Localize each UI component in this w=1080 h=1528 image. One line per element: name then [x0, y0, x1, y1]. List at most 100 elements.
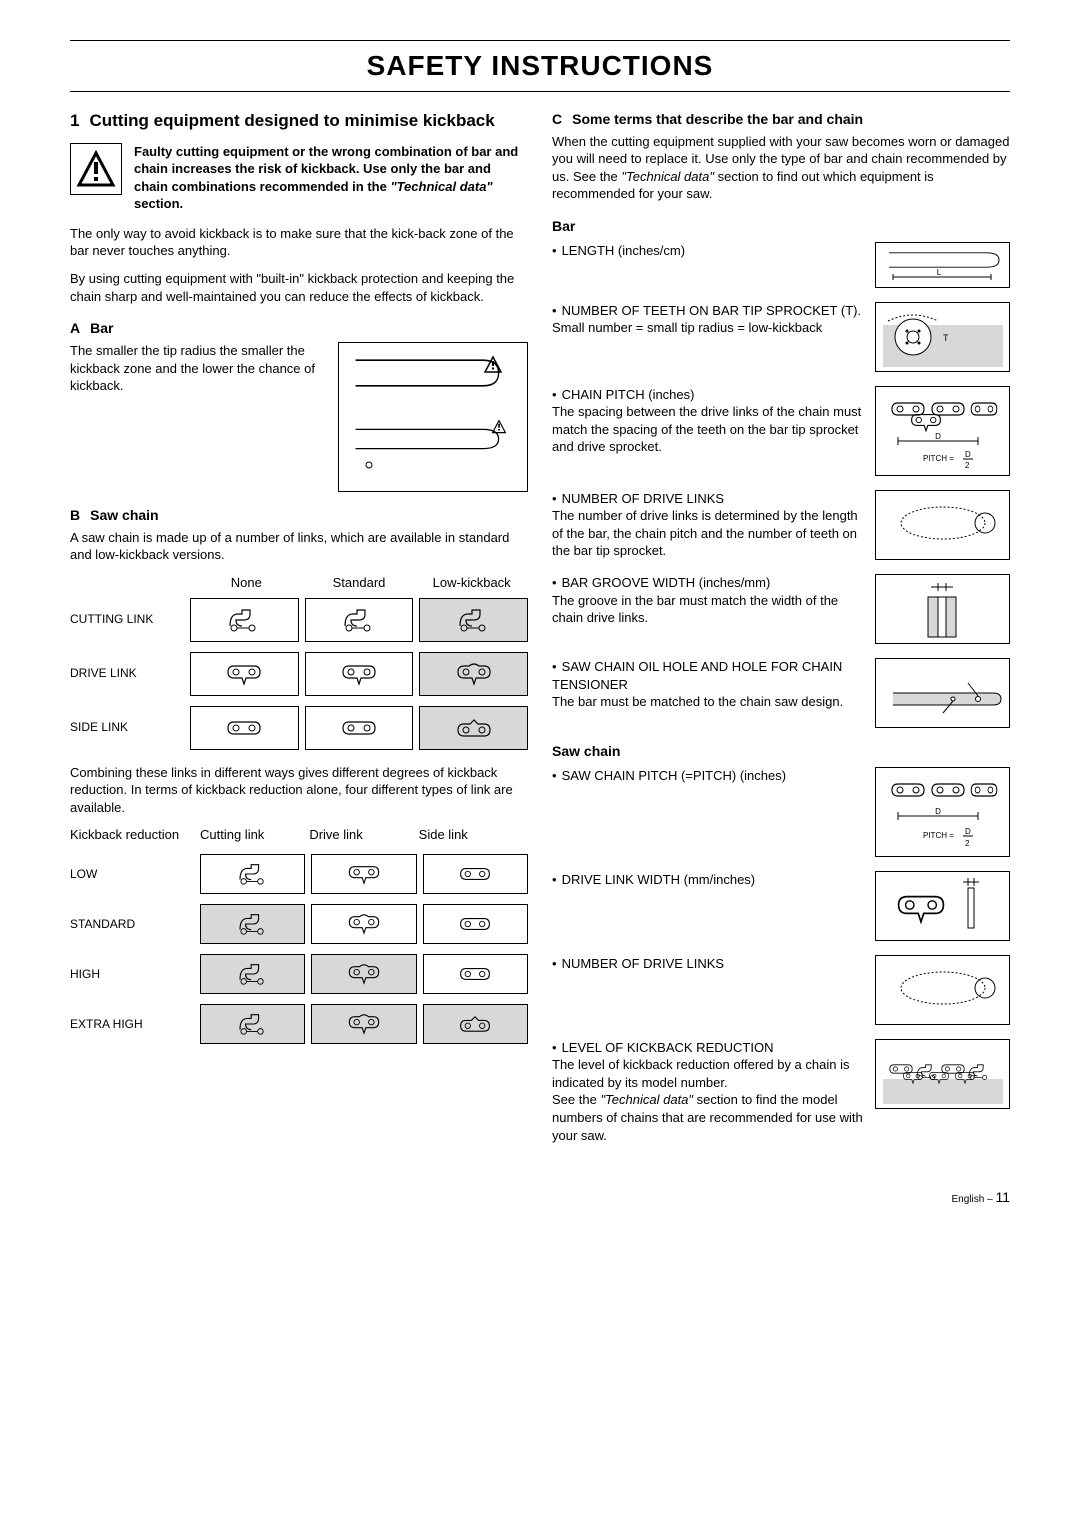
bar-nlinks-txt: •NUMBER OF DRIVE LINKSThe number of driv… — [552, 490, 875, 560]
warning-italic: "Technical data" — [390, 179, 492, 194]
link-cell — [419, 706, 528, 750]
kb-cell — [311, 904, 416, 944]
bar-groove-illus — [875, 574, 1010, 644]
kb-table: Kickback reduction Cutting link Drive li… — [70, 826, 528, 1044]
link-cell — [305, 652, 414, 696]
link-col-std: Standard — [303, 574, 416, 592]
section-1-num: 1 — [70, 111, 79, 130]
link-table: None Standard Low-kickback CUTTING LINK … — [70, 574, 528, 750]
bar-oil-lead: SAW CHAIN OIL HOLE AND HOLE FOR CHAIN TE… — [552, 659, 842, 692]
kb-lbl-low: LOW — [70, 866, 200, 882]
link-cell — [305, 706, 414, 750]
bar-oil-txt: •SAW CHAIN OIL HOLE AND HOLE FOR CHAIN T… — [552, 658, 875, 711]
bar-list: •LENGTH (inches/cm) L •NUMBER OF TEETH O… — [552, 242, 1010, 728]
sub-a-title: Bar — [90, 320, 113, 336]
main-columns: 1 Cutting equipment designed to minimise … — [70, 110, 1010, 1158]
kb-hdr-drv: Drive link — [309, 826, 418, 844]
sub-c-title: Some terms that describe the bar and cha… — [572, 111, 863, 127]
chain-kb-lead: LEVEL OF KICKBACK REDUCTION — [562, 1040, 774, 1055]
kb-cell — [200, 954, 305, 994]
bar-teeth-txt: •NUMBER OF TEETH ON BAR TIP SPROCKET (T)… — [552, 302, 875, 337]
chain-kb-illus — [875, 1039, 1010, 1109]
kb-cell — [423, 854, 528, 894]
chain-item-nlinks: •NUMBER OF DRIVE LINKS — [552, 955, 1010, 1025]
kb-cell — [423, 954, 528, 994]
bar-item-nlinks: •NUMBER OF DRIVE LINKSThe number of driv… — [552, 490, 1010, 560]
bar-radius-illus — [338, 342, 528, 492]
chain-kb-sub2a: See the — [552, 1092, 600, 1107]
footer-dash: – — [984, 1194, 995, 1205]
svg-text:2: 2 — [965, 839, 970, 848]
warning-tail: section. — [134, 196, 183, 211]
bar-groove-lead: BAR GROOVE WIDTH (inches/mm) — [562, 575, 771, 590]
bar-pitch-illus: D PITCH = D 2 — [875, 386, 1010, 476]
svg-text:D: D — [935, 807, 941, 816]
chain-pitch-illus: D PITCH = D 2 — [875, 767, 1010, 857]
chain-pitch-lead: SAW CHAIN PITCH (=PITCH) (inches) — [562, 768, 787, 783]
bar-oil-sub: The bar must be matched to the chain saw… — [552, 694, 843, 709]
footer-page: 11 — [995, 1189, 1010, 1205]
bar-heading: Bar — [552, 217, 1010, 236]
link-row-cutting: CUTTING LINK — [70, 598, 528, 642]
section-1-title: Cutting equipment designed to minimise k… — [89, 111, 494, 130]
sub-b-title: Saw chain — [90, 507, 158, 523]
kb-row-low: LOW — [70, 854, 528, 894]
bar-pitch-lead: CHAIN PITCH (inches) — [562, 387, 695, 402]
sub-b-intro: A saw chain is made up of a number of li… — [70, 529, 528, 564]
link-cell — [190, 706, 299, 750]
footer-lang: English — [952, 1194, 985, 1205]
kb-cell — [311, 954, 416, 994]
bar-oil-illus — [875, 658, 1010, 728]
bar-nlinks-lead: NUMBER OF DRIVE LINKS — [562, 491, 725, 506]
link-col-low: Low-kickback — [415, 574, 528, 592]
link-row-side: SIDE LINK — [70, 706, 528, 750]
link-cell — [419, 598, 528, 642]
chain-list: •SAW CHAIN PITCH (=PITCH) (inches) D PIT… — [552, 767, 1010, 1144]
link-col-none: None — [190, 574, 303, 592]
sub-a-letter: A — [70, 320, 80, 336]
chain-width-txt: •DRIVE LINK WIDTH (mm/inches) — [552, 871, 875, 889]
link-label-cutting: CUTTING LINK — [70, 611, 190, 627]
link-table-header: None Standard Low-kickback — [190, 574, 528, 592]
kb-header: Kickback reduction Cutting link Drive li… — [70, 826, 528, 844]
svg-text:L: L — [936, 268, 941, 277]
page-title: SAFETY INSTRUCTIONS — [70, 40, 1010, 92]
bar-pitch-txt: •CHAIN PITCH (inches)The spacing between… — [552, 386, 875, 456]
sub-c-intro: When the cutting equipment supplied with… — [552, 133, 1010, 203]
kb-cell — [311, 854, 416, 894]
bar-teeth-lead: NUMBER OF TEETH ON BAR TIP SPROCKET (T). — [562, 303, 862, 318]
svg-text:T: T — [943, 333, 949, 343]
sub-b-heading: B Saw chain — [70, 506, 528, 525]
kb-lbl-high: HIGH — [70, 966, 200, 982]
svg-text:D: D — [965, 827, 971, 836]
chain-nlinks-txt: •NUMBER OF DRIVE LINKS — [552, 955, 875, 973]
bar-item-pitch: •CHAIN PITCH (inches)The spacing between… — [552, 386, 1010, 476]
link-label-drive: DRIVE LINK — [70, 665, 190, 681]
kb-row-std: STANDARD — [70, 904, 528, 944]
warning-icon — [70, 143, 122, 195]
c-intro-ital: "Technical data" — [621, 169, 714, 184]
kb-lbl-xhigh: EXTRA HIGH — [70, 1016, 200, 1032]
svg-text:PITCH =: PITCH = — [923, 831, 954, 840]
sub-c-heading: CSome terms that describe the bar and ch… — [552, 110, 1010, 129]
link-cell — [419, 652, 528, 696]
kb-hdr-cut: Cutting link — [200, 826, 309, 844]
link-row-drive: DRIVE LINK — [70, 652, 528, 696]
bar-len-lead: LENGTH (inches/cm) — [562, 243, 686, 258]
svg-text:2: 2 — [965, 461, 970, 470]
chain-nlinks-lead: NUMBER OF DRIVE LINKS — [562, 956, 725, 971]
bar-len-illus: L — [875, 242, 1010, 288]
kb-cell — [423, 1004, 528, 1044]
bar-item-teeth: •NUMBER OF TEETH ON BAR TIP SPROCKET (T)… — [552, 302, 1010, 372]
footer: English – 11 — [70, 1188, 1010, 1207]
link-cell — [190, 652, 299, 696]
sub-b-letter: B — [70, 507, 80, 523]
svg-text:D: D — [965, 450, 971, 459]
kb-cell — [423, 904, 528, 944]
link-label-side: SIDE LINK — [70, 719, 190, 735]
chain-kb-txt: •LEVEL OF KICKBACK REDUCTION The level o… — [552, 1039, 875, 1144]
bar-groove-txt: •BAR GROOVE WIDTH (inches/mm)The groove … — [552, 574, 875, 627]
svg-text:PITCH =: PITCH = — [923, 454, 954, 463]
bar-item-length: •LENGTH (inches/cm) L — [552, 242, 1010, 288]
sub-a-row: The smaller the tip radius the smaller t… — [70, 342, 528, 492]
